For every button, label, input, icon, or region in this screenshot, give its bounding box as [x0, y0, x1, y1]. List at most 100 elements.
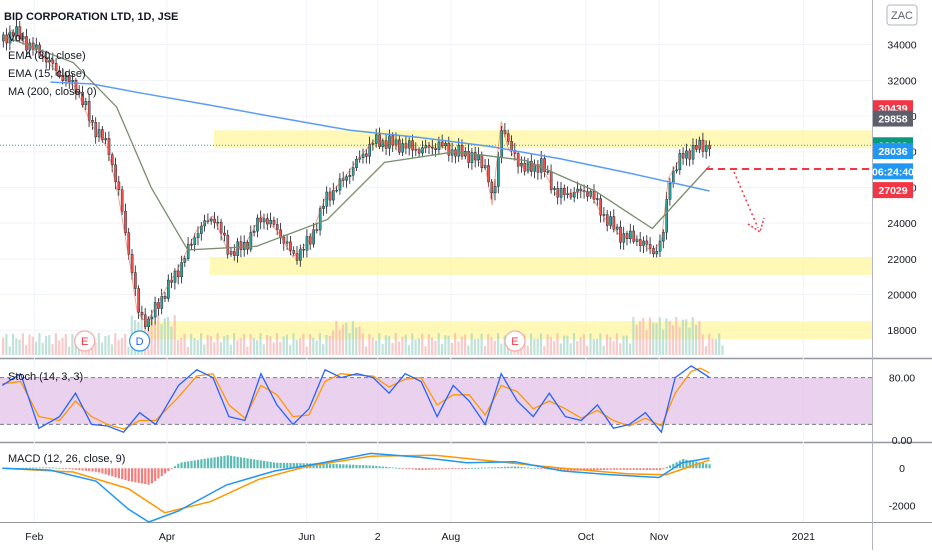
- candle-body: [117, 181, 121, 190]
- candle-body: [546, 171, 550, 173]
- macd-histogram-bar: [35, 467, 38, 469]
- candle-body: [615, 226, 619, 230]
- macd-histogram-bar: [332, 463, 335, 469]
- candle-body: [160, 296, 164, 309]
- time-axis[interactable]: Feb Apr Jun 2 Aug Oct Nov 2021: [25, 531, 815, 543]
- volume-bar: [447, 335, 450, 355]
- volume-bar: [714, 339, 717, 355]
- candle-body: [487, 165, 490, 183]
- price-axis-label[interactable]: 18000: [887, 325, 916, 337]
- candle-body: [523, 162, 527, 172]
- volume-bar: [15, 338, 18, 355]
- candle-body: [322, 206, 325, 209]
- macd-axis-label[interactable]: -2000: [889, 500, 916, 512]
- stoch-axis-label[interactable]: 0.00: [892, 435, 913, 447]
- macd-histogram-bar: [381, 466, 384, 469]
- time-axis-label[interactable]: Apr: [159, 531, 176, 543]
- macd-histogram-bar: [540, 468, 543, 470]
- indicator-vol-label[interactable]: Vol: [8, 32, 23, 44]
- macd-histogram-bar: [68, 468, 71, 470]
- volume-bar: [536, 338, 539, 355]
- volume-bar: [104, 336, 107, 355]
- volume-bar: [589, 333, 592, 355]
- macd-histogram-bar: [639, 468, 642, 470]
- macd-axis-label[interactable]: 0: [899, 463, 905, 475]
- event-marker[interactable]: E: [74, 330, 96, 352]
- volume-bar: [434, 340, 437, 355]
- symbol-title[interactable]: BID CORPORATION LTD, 1D, JSE: [4, 11, 178, 23]
- ma200-line: [50, 81, 710, 192]
- volume-bar: [500, 343, 503, 355]
- price-tag[interactable]: 28036: [873, 143, 913, 160]
- macd-histogram-bar: [262, 460, 266, 469]
- macd-histogram-bar: [177, 463, 180, 469]
- volume-bar: [305, 346, 308, 355]
- macd-histogram-bar: [272, 462, 276, 469]
- price-axis-label[interactable]: 32000: [887, 75, 916, 87]
- macd-histogram-bar: [206, 458, 210, 469]
- volume-bar: [279, 341, 282, 355]
- indicator-ema30-label[interactable]: EMA (30, close): [8, 50, 86, 62]
- time-axis-label[interactable]: Aug: [442, 531, 461, 543]
- macd-histogram-bar: [520, 466, 523, 469]
- candle-body: [658, 240, 662, 252]
- candle-body: [186, 244, 190, 259]
- event-marker[interactable]: E: [504, 330, 526, 352]
- candle-body: [295, 253, 299, 261]
- time-axis-label[interactable]: 2: [375, 531, 381, 543]
- volume-bar: [74, 338, 77, 355]
- price-axis-label[interactable]: 24000: [887, 218, 916, 230]
- macd-histogram-bar: [246, 458, 249, 469]
- indicator-ema15-label[interactable]: EMA (15, close): [8, 68, 86, 80]
- macd-histogram-bar: [434, 468, 437, 470]
- volume-bar: [609, 337, 612, 355]
- price-tag[interactable]: 29858: [873, 110, 913, 127]
- time-axis-label[interactable]: Feb: [25, 531, 43, 543]
- macd-histogram-bar: [130, 468, 134, 482]
- volume-bar: [457, 341, 460, 355]
- volume-bar: [209, 336, 213, 355]
- macd-histogram-bar: [216, 456, 219, 469]
- currency-badge-label[interactable]: ZAC: [891, 10, 913, 22]
- volume-bar: [421, 333, 424, 355]
- macd-histogram-bar: [460, 468, 464, 470]
- candle-body: [176, 270, 180, 278]
- indicator-ma200-label[interactable]: MA (200, close, 0): [8, 86, 97, 98]
- event-label: D: [136, 336, 144, 348]
- time-axis-label[interactable]: Jun: [298, 531, 315, 543]
- price-axis-label[interactable]: 22000: [887, 254, 916, 266]
- macd-histogram-bar: [619, 468, 622, 470]
- macd-histogram-bar: [233, 456, 236, 469]
- macd-histogram-bar: [335, 464, 338, 469]
- candle-body: [120, 189, 124, 212]
- volume-bar: [569, 343, 572, 355]
- projection-arrow: [733, 171, 759, 229]
- candle-body: [216, 221, 220, 224]
- macd-histogram-bar: [319, 463, 322, 469]
- price-axis-label[interactable]: 20000: [887, 290, 916, 302]
- macd-histogram-bar: [398, 468, 401, 469]
- macd-signal-line: [2, 454, 710, 514]
- volume-bar: [698, 321, 701, 355]
- time-axis-label[interactable]: 2021: [792, 531, 816, 543]
- time-axis-label[interactable]: Nov: [650, 531, 669, 543]
- candle-body: [510, 141, 513, 151]
- volume-bar: [503, 335, 506, 355]
- volume-bar: [233, 333, 236, 355]
- candle-body: [477, 154, 480, 161]
- time-axis-label[interactable]: Oct: [578, 531, 594, 543]
- price-tag[interactable]: 06:24:40: [872, 163, 914, 180]
- volume-bar: [533, 339, 536, 355]
- stoch-title[interactable]: Stoch (14, 3, 3): [8, 371, 83, 383]
- price-tag[interactable]: 27029: [873, 182, 913, 199]
- stoch-axis-label[interactable]: 80.00: [889, 373, 915, 385]
- candle-body: [150, 316, 154, 320]
- volume-bar: [708, 333, 711, 355]
- currency-badge[interactable]: ZAC: [886, 4, 918, 26]
- macd-histogram-bar: [338, 464, 342, 469]
- currency-badge-box[interactable]: [886, 4, 918, 26]
- price-axis-label[interactable]: 34000: [887, 40, 916, 52]
- macd-title[interactable]: MACD (12, 26, close, 9): [8, 453, 125, 465]
- event-marker[interactable]: D: [129, 330, 151, 352]
